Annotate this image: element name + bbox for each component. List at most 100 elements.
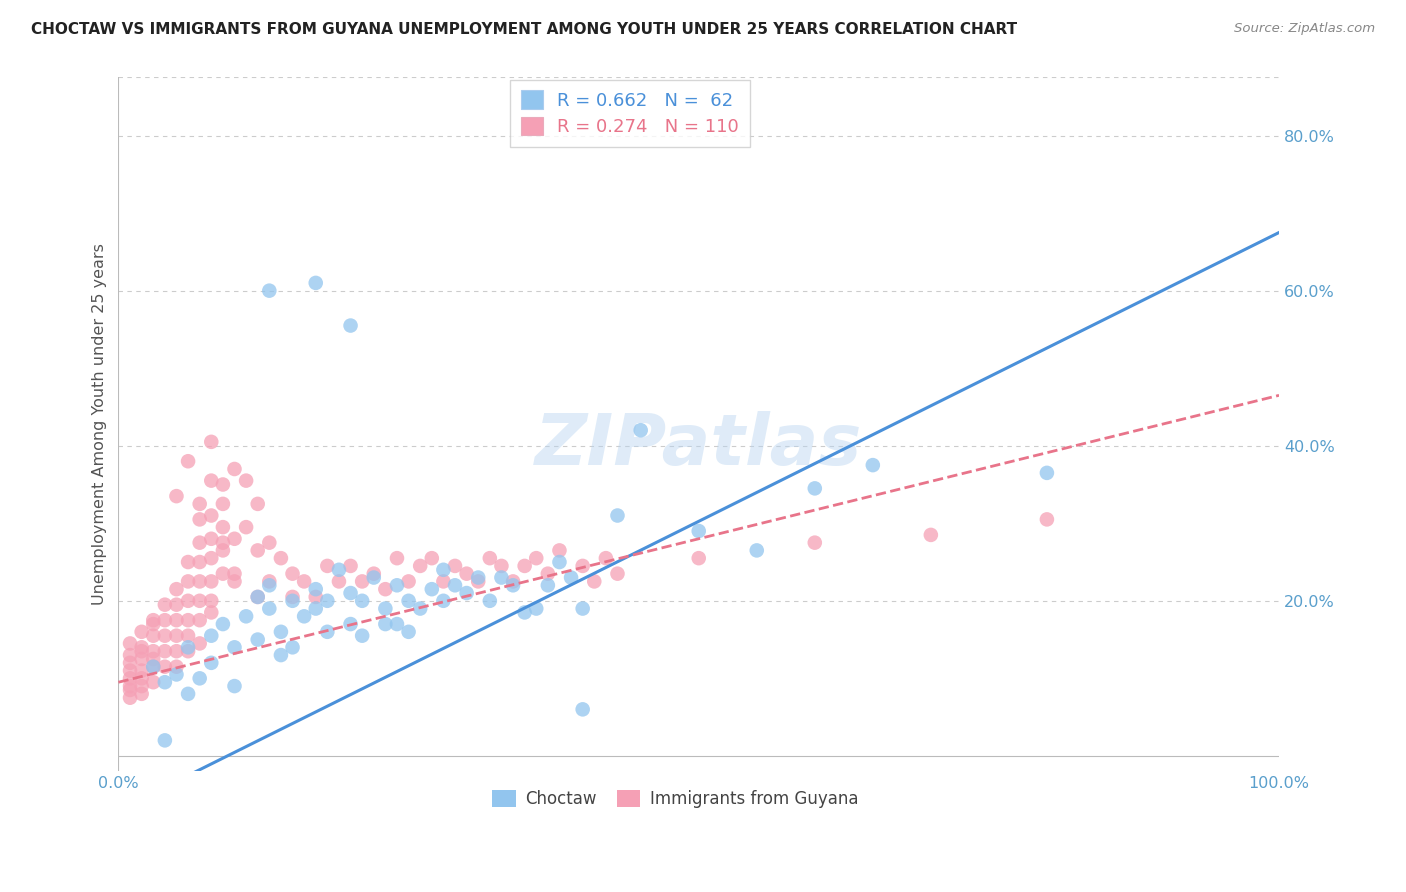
Point xyxy=(118,671,141,685)
Point xyxy=(352,594,374,608)
Point xyxy=(177,594,200,608)
Point xyxy=(1036,466,1059,480)
Point xyxy=(246,543,269,558)
Point xyxy=(188,555,211,569)
Point xyxy=(745,543,768,558)
Point xyxy=(491,558,513,573)
Point xyxy=(153,733,176,747)
Point xyxy=(131,671,153,685)
Point xyxy=(224,574,246,589)
Point xyxy=(177,613,200,627)
Point xyxy=(224,532,246,546)
Point xyxy=(339,318,361,333)
Point xyxy=(398,594,420,608)
Point xyxy=(374,601,396,615)
Point xyxy=(131,652,153,666)
Text: Source: ZipAtlas.com: Source: ZipAtlas.com xyxy=(1234,22,1375,36)
Point xyxy=(259,535,281,549)
Point xyxy=(212,566,235,581)
Point xyxy=(432,574,454,589)
Point xyxy=(281,640,304,655)
Point xyxy=(920,528,942,542)
Point xyxy=(200,629,222,643)
Point xyxy=(305,582,328,597)
Point xyxy=(513,558,536,573)
Point xyxy=(142,675,165,690)
Point xyxy=(166,489,188,503)
Point xyxy=(166,644,188,658)
Point xyxy=(142,659,165,673)
Point xyxy=(444,558,467,573)
Point xyxy=(177,640,200,655)
Point xyxy=(688,524,710,538)
Point xyxy=(224,640,246,655)
Point xyxy=(212,543,235,558)
Point xyxy=(688,551,710,566)
Point xyxy=(212,535,235,549)
Point xyxy=(188,613,211,627)
Point xyxy=(385,551,408,566)
Point xyxy=(316,594,339,608)
Point xyxy=(118,656,141,670)
Point xyxy=(142,617,165,632)
Point xyxy=(374,617,396,632)
Point xyxy=(374,582,396,597)
Point xyxy=(804,482,827,496)
Point xyxy=(131,644,153,658)
Point xyxy=(177,454,200,468)
Point xyxy=(166,629,188,643)
Point xyxy=(118,690,141,705)
Point xyxy=(524,601,547,615)
Y-axis label: Unemployment Among Youth under 25 years: Unemployment Among Youth under 25 years xyxy=(93,244,107,606)
Point xyxy=(235,520,257,534)
Point xyxy=(571,702,593,716)
Point xyxy=(571,601,593,615)
Point xyxy=(246,590,269,604)
Point xyxy=(142,629,165,643)
Text: CHOCTAW VS IMMIGRANTS FROM GUYANA UNEMPLOYMENT AMONG YOUTH UNDER 25 YEARS CORREL: CHOCTAW VS IMMIGRANTS FROM GUYANA UNEMPL… xyxy=(31,22,1017,37)
Point xyxy=(188,535,211,549)
Point xyxy=(432,594,454,608)
Point xyxy=(305,276,328,290)
Point xyxy=(571,558,593,573)
Point xyxy=(292,574,315,589)
Point xyxy=(352,574,374,589)
Point xyxy=(166,582,188,597)
Point xyxy=(502,574,524,589)
Point xyxy=(131,679,153,693)
Point xyxy=(142,644,165,658)
Point xyxy=(131,687,153,701)
Point xyxy=(224,679,246,693)
Point xyxy=(142,652,165,666)
Point xyxy=(153,659,176,673)
Point xyxy=(188,594,211,608)
Point xyxy=(524,551,547,566)
Point xyxy=(188,497,211,511)
Point xyxy=(166,659,188,673)
Point xyxy=(398,574,420,589)
Point xyxy=(352,629,374,643)
Point xyxy=(270,648,292,662)
Point xyxy=(432,563,454,577)
Point xyxy=(630,423,652,437)
Point xyxy=(200,474,222,488)
Point xyxy=(548,543,571,558)
Point xyxy=(385,578,408,592)
Point xyxy=(491,570,513,584)
Point xyxy=(200,606,222,620)
Point xyxy=(212,617,235,632)
Point xyxy=(270,624,292,639)
Legend: Choctaw, Immigrants from Guyana: Choctaw, Immigrants from Guyana xyxy=(485,783,866,815)
Point xyxy=(246,632,269,647)
Point xyxy=(363,566,385,581)
Text: ZIPatlas: ZIPatlas xyxy=(536,410,862,480)
Point xyxy=(560,570,582,584)
Point xyxy=(142,613,165,627)
Point xyxy=(259,578,281,592)
Point xyxy=(246,590,269,604)
Point xyxy=(862,458,884,472)
Point xyxy=(200,574,222,589)
Point xyxy=(339,558,361,573)
Point xyxy=(131,640,153,655)
Point xyxy=(177,687,200,701)
